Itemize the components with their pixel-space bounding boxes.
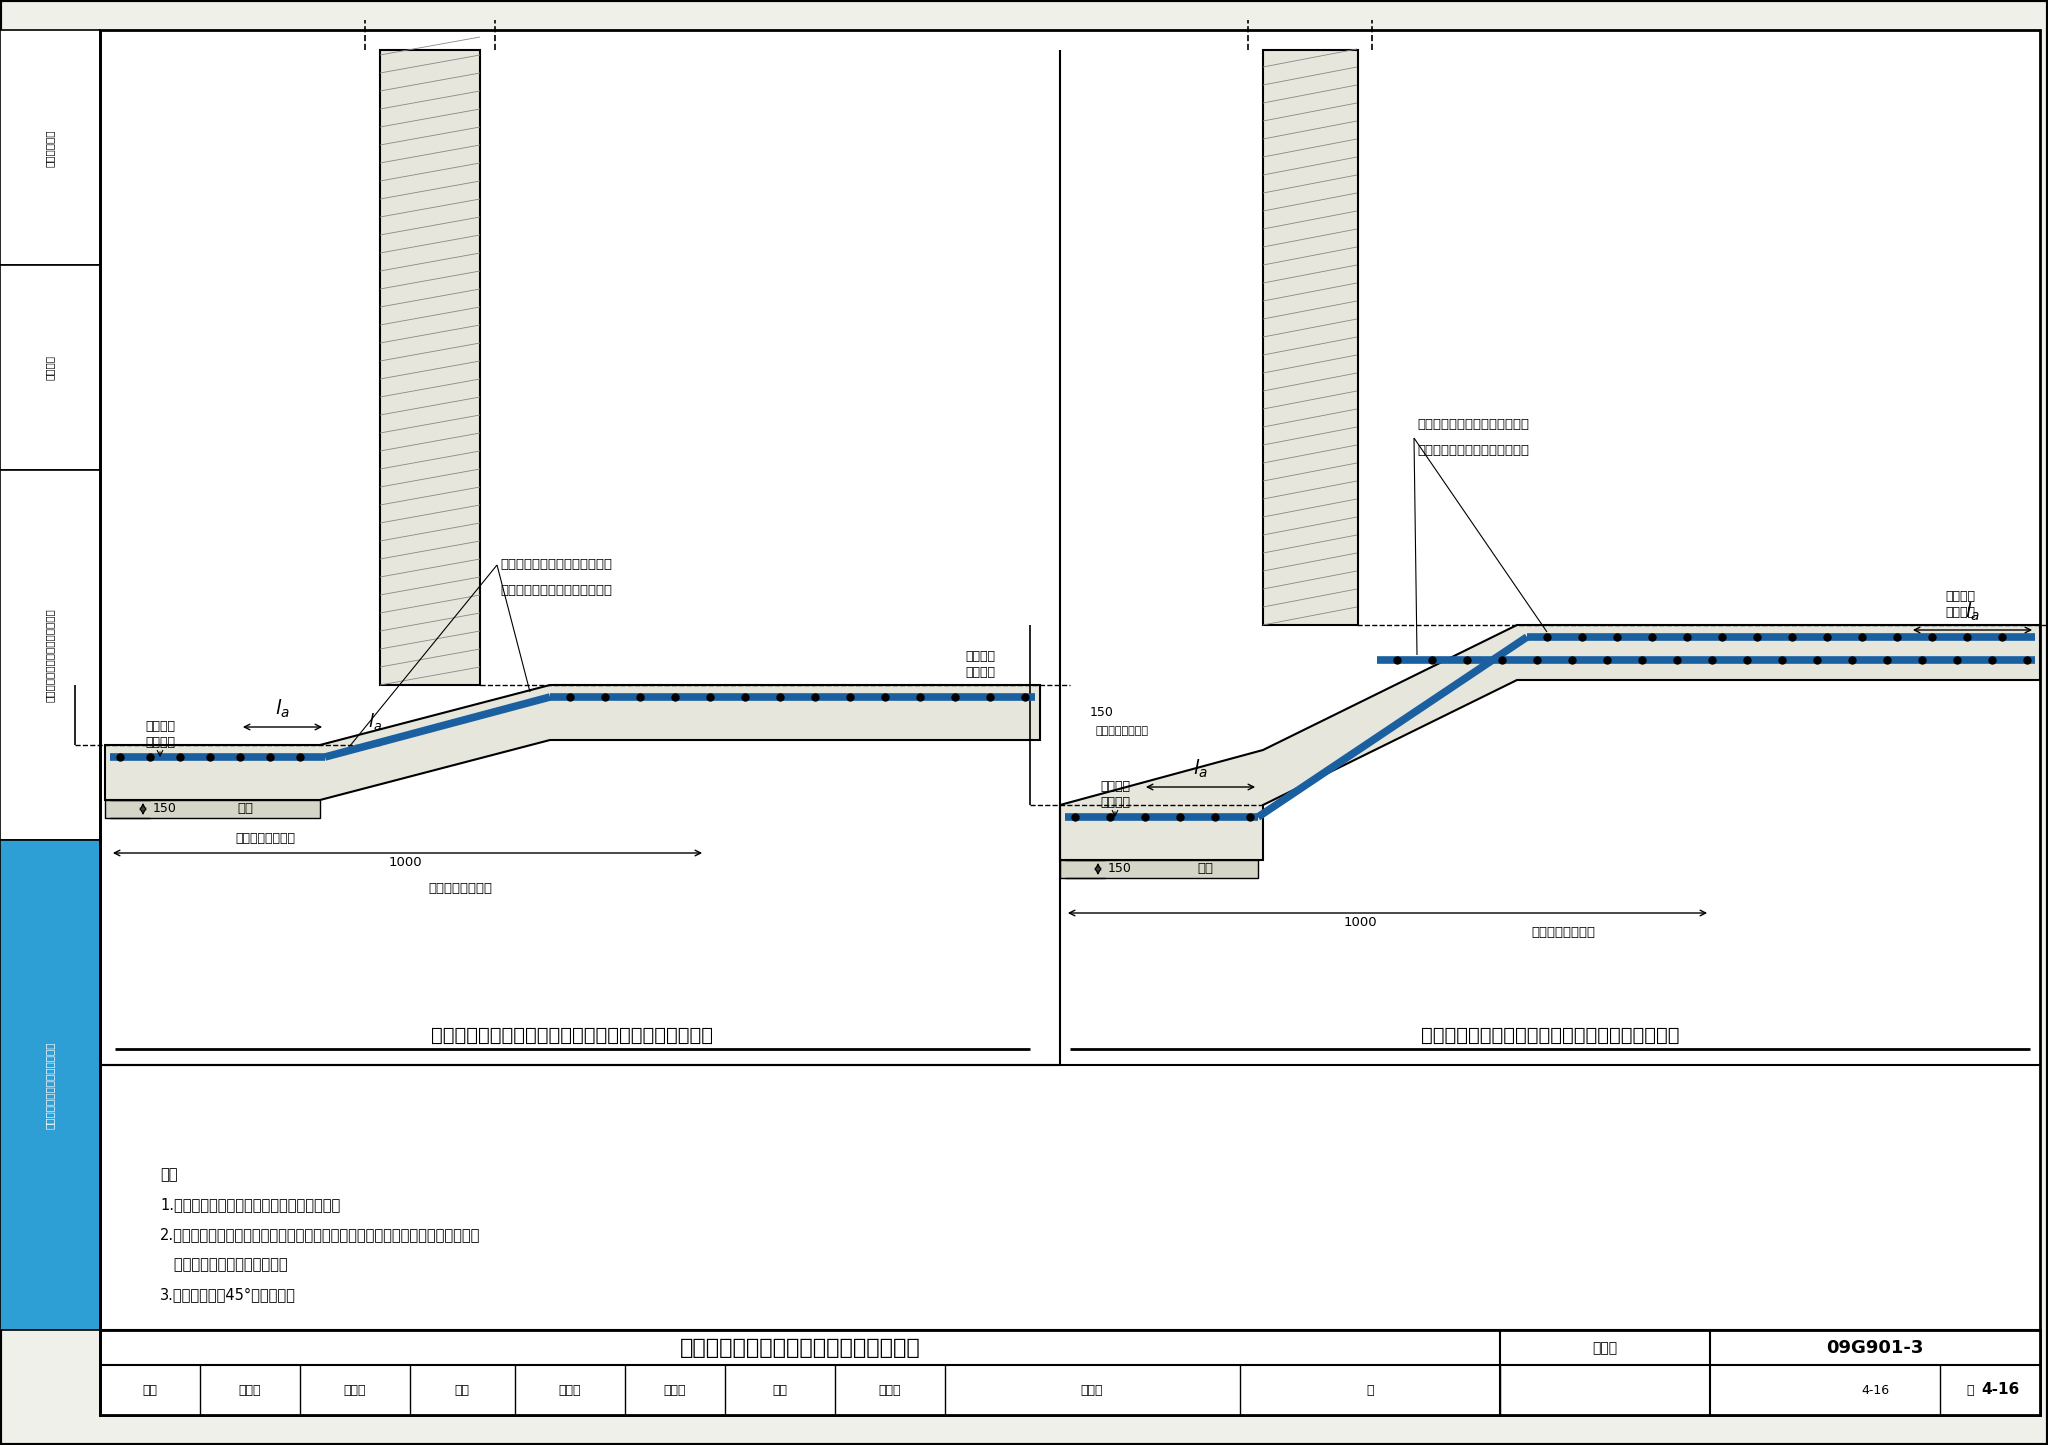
Text: 复合地: 复合地 — [344, 1383, 367, 1396]
Text: 150: 150 — [1090, 707, 1114, 720]
Text: 筏形基础: 筏形基础 — [45, 355, 55, 380]
Bar — [100, 1329, 2040, 1415]
Bar — [104, 801, 319, 818]
Bar — [0, 840, 100, 1329]
Text: 分布钢筋: 分布钢筋 — [965, 666, 995, 679]
Text: 直径和同距同基础底板受力钢筋: 直径和同距同基础底板受力钢筋 — [1417, 419, 1530, 432]
Text: 基础底板: 基础底板 — [965, 650, 995, 663]
Polygon shape — [104, 685, 1040, 801]
Text: （由分布钢筋转换为受力钢筋）: （由分布钢筋转换为受力钢筋） — [500, 584, 612, 597]
Text: 1.基础的配筋及几何尺寸详见具体结构设计。: 1.基础的配筋及几何尺寸详见具体结构设计。 — [160, 1198, 340, 1212]
Text: 3.板底台阶可为45°或按设计。: 3.板底台阶可为45°或按设计。 — [160, 1287, 295, 1302]
Text: 4-16: 4-16 — [1980, 1383, 2019, 1397]
Text: 基础底板受力钢筋: 基础底板受力钢筋 — [1532, 926, 1595, 939]
Text: 底板不平时的底板钢筋排布构造（高差大于板厚）: 底板不平时的底板钢筋排布构造（高差大于板厚） — [1421, 1026, 1679, 1045]
Text: 分布钢筋: 分布钢筋 — [145, 736, 174, 749]
Text: 垫层: 垫层 — [1196, 863, 1212, 876]
Text: 4-16: 4-16 — [1862, 1383, 1888, 1396]
Text: 1000: 1000 — [389, 857, 422, 870]
Text: 王怀元: 王怀元 — [879, 1383, 901, 1396]
Text: 一般构造要求: 一般构造要求 — [45, 129, 55, 166]
Bar — [1061, 860, 1257, 879]
Bar — [0, 264, 100, 470]
Text: 张工文: 张工文 — [559, 1383, 582, 1396]
Bar — [0, 470, 100, 840]
Text: 1000: 1000 — [1343, 916, 1376, 929]
Text: 条形基础底板不平时底板钢筋的排布构造: 条形基础底板不平时底板钢筋的排布构造 — [680, 1338, 920, 1358]
Bar — [381, 51, 479, 685]
Polygon shape — [1061, 626, 2040, 860]
Text: $l_a$: $l_a$ — [369, 711, 383, 733]
Text: 页: 页 — [1966, 1383, 1974, 1396]
Text: 直径和间距同基础底板受力钢筋: 直径和间距同基础底板受力钢筋 — [500, 559, 612, 572]
Text: 独立基础、条形基础、桩基承台: 独立基础、条形基础、桩基承台 — [45, 1042, 55, 1129]
Text: 分布钢筋: 分布钢筋 — [1100, 796, 1130, 809]
Text: 黄志刚: 黄志刚 — [240, 1383, 262, 1396]
Text: 注：: 注： — [160, 1168, 178, 1182]
Text: 设计应给出相应的变更说明。: 设计应给出相应的变更说明。 — [160, 1257, 287, 1273]
Text: 分布钢筋: 分布钢筋 — [1946, 605, 1974, 618]
Text: 09G901-3: 09G901-3 — [1827, 1340, 1923, 1357]
Text: 垫层: 垫层 — [238, 802, 254, 815]
Text: 基础底板: 基础底板 — [1946, 591, 1974, 604]
Text: $l_a$: $l_a$ — [1192, 757, 1208, 780]
Text: 孙怀元: 孙怀元 — [1081, 1383, 1104, 1396]
Text: （由分布钢筋转换为受力钢筋）: （由分布钢筋转换为受力钢筋） — [1417, 444, 1530, 457]
Text: $l_a$: $l_a$ — [1964, 601, 1980, 623]
Text: （构造搭接长度）: （构造搭接长度） — [236, 831, 295, 844]
Text: $l_a$: $l_a$ — [274, 698, 289, 720]
Text: 筱形基础、条形基础和地下室结构: 筱形基础、条形基础和地下室结构 — [45, 608, 55, 702]
Text: 审核: 审核 — [143, 1383, 158, 1396]
Text: 页: 页 — [1366, 1383, 1374, 1396]
Text: 基础底板: 基础底板 — [1100, 780, 1130, 793]
Bar — [1264, 51, 1358, 626]
Text: 校对: 校对 — [455, 1383, 469, 1396]
Text: 底板不平时的底板钢筋排布构造（高差小于等于板厚）: 底板不平时的底板钢筋排布构造（高差小于等于板厚） — [430, 1026, 713, 1045]
Text: 张之义: 张之义 — [664, 1383, 686, 1396]
Text: 基础底板: 基础底板 — [145, 721, 174, 734]
Text: （构造搭接长度）: （构造搭接长度） — [1096, 725, 1149, 736]
Bar — [0, 30, 100, 264]
Text: 基础底板受力钢筋: 基础底板受力钢筋 — [428, 881, 492, 894]
Text: 2.实际工程与本图不同时，应由设计者设计。如果要求施工参照本图构造施工时，: 2.实际工程与本图不同时，应由设计者设计。如果要求施工参照本图构造施工时， — [160, 1227, 481, 1243]
Text: 150: 150 — [1108, 863, 1133, 876]
Text: 150: 150 — [154, 802, 176, 815]
Text: 设计: 设计 — [772, 1383, 788, 1396]
Text: 图集号: 图集号 — [1593, 1341, 1618, 1355]
